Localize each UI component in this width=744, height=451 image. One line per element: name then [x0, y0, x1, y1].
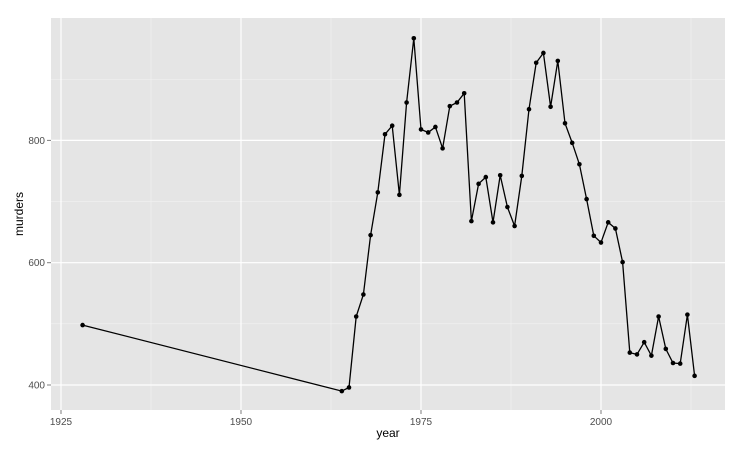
- data-point: [627, 350, 633, 355]
- y-tick-label: 800: [28, 136, 45, 147]
- data-point: [361, 292, 366, 297]
- minor-gridlines: [51, 18, 725, 410]
- y-tick-label: 600: [28, 258, 45, 269]
- data-point: [519, 173, 525, 179]
- data-point: [490, 220, 496, 225]
- data-point: [512, 223, 517, 229]
- data-point: [461, 91, 467, 96]
- x-tick-label: 1925: [50, 417, 73, 428]
- data-point: [382, 131, 388, 137]
- data-point: [663, 346, 669, 352]
- data-point: [584, 196, 589, 202]
- data-point: [541, 50, 546, 56]
- data-point: [483, 174, 489, 180]
- data-point: [620, 259, 625, 265]
- data-point: [469, 218, 474, 224]
- data-point: [440, 146, 445, 151]
- data-point: [577, 161, 582, 167]
- data-point: [375, 190, 381, 195]
- y-tick-label: 400: [28, 381, 45, 392]
- data-point: [591, 233, 597, 239]
- data-point: [641, 339, 647, 345]
- data-point: [425, 130, 431, 135]
- data-point: [476, 181, 481, 187]
- data-point: [677, 361, 683, 366]
- data-point: [685, 312, 690, 317]
- data-points: [80, 35, 697, 394]
- data-point: [505, 204, 510, 210]
- data-point: [656, 314, 661, 319]
- data-point: [598, 240, 604, 245]
- data-point: [569, 140, 575, 146]
- data-point: [692, 373, 697, 379]
- data-point: [411, 35, 417, 41]
- data-point: [447, 103, 453, 109]
- data-point: [368, 232, 373, 238]
- x-axis-ticks: 1925 1950 1975 2000: [50, 410, 613, 428]
- data-point: [613, 226, 618, 231]
- data-point: [605, 220, 611, 225]
- data-point: [389, 123, 395, 129]
- data-point: [353, 314, 359, 319]
- data-point: [418, 127, 424, 132]
- data-point: [346, 385, 352, 390]
- x-tick-label: 1950: [230, 417, 253, 428]
- y-axis-ticks: 400 600 800: [28, 136, 51, 392]
- x-tick-label: 1975: [410, 417, 433, 428]
- data-point: [454, 100, 460, 105]
- x-tick-label: 2000: [590, 417, 613, 428]
- plot-panel: [51, 18, 725, 410]
- data-point: [548, 104, 553, 110]
- data-point: [634, 352, 640, 357]
- data-point: [562, 120, 568, 126]
- data-point: [404, 100, 409, 105]
- data-point: [433, 124, 438, 130]
- data-point: [339, 388, 345, 394]
- x-axis-title: year: [376, 426, 399, 440]
- data-point: [397, 192, 402, 198]
- data-point: [533, 60, 539, 66]
- major-gridlines: [51, 18, 725, 410]
- data-point: [497, 172, 503, 178]
- data-point: [80, 322, 85, 328]
- y-axis-title: murders: [12, 192, 26, 236]
- data-point: [555, 58, 561, 64]
- data-point: [649, 353, 654, 358]
- data-point: [526, 106, 532, 112]
- data-point: [670, 360, 676, 366]
